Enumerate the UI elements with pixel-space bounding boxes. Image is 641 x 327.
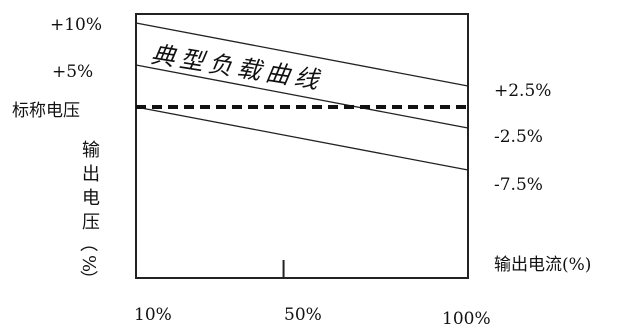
y-axis-char: % bbox=[78, 255, 99, 272]
y-axis-char: 输 bbox=[82, 140, 100, 161]
y-label-nominal-voltage: 标称电压 bbox=[12, 101, 80, 121]
x-tick-label-50: 50% bbox=[284, 305, 322, 325]
series-layer bbox=[135, 22, 469, 171]
plot-frame bbox=[135, 13, 469, 279]
typical-load-line bbox=[135, 64, 469, 129]
series-end-label-minus-7-5: -7.5% bbox=[494, 175, 543, 195]
x-tick-label-10: 10% bbox=[134, 305, 172, 325]
y-axis-char: 出 bbox=[82, 164, 100, 185]
typical-load-curve-label: 典型负载曲线 bbox=[149, 40, 325, 95]
lower-limit-line bbox=[135, 106, 469, 171]
series-end-label-plus-2-5: +2.5% bbox=[494, 81, 551, 101]
y-axis-char: 压 bbox=[82, 212, 100, 233]
y-label-plus-10: +10% bbox=[50, 15, 102, 35]
y-axis-char: 电 bbox=[82, 188, 100, 209]
y-axis-title: 输 出 电 压 （ % ） bbox=[77, 140, 100, 288]
y-axis-char: （ bbox=[77, 234, 98, 252]
x-tick-label-100: 100% bbox=[442, 309, 491, 327]
y-label-plus-5: +5% bbox=[52, 62, 93, 82]
y-axis-char: ） bbox=[77, 270, 98, 288]
x-axis-title: 输出电流(%) bbox=[494, 255, 591, 275]
upper-limit-line bbox=[135, 22, 469, 87]
series-end-label-minus-2-5: -2.5% bbox=[494, 127, 543, 147]
